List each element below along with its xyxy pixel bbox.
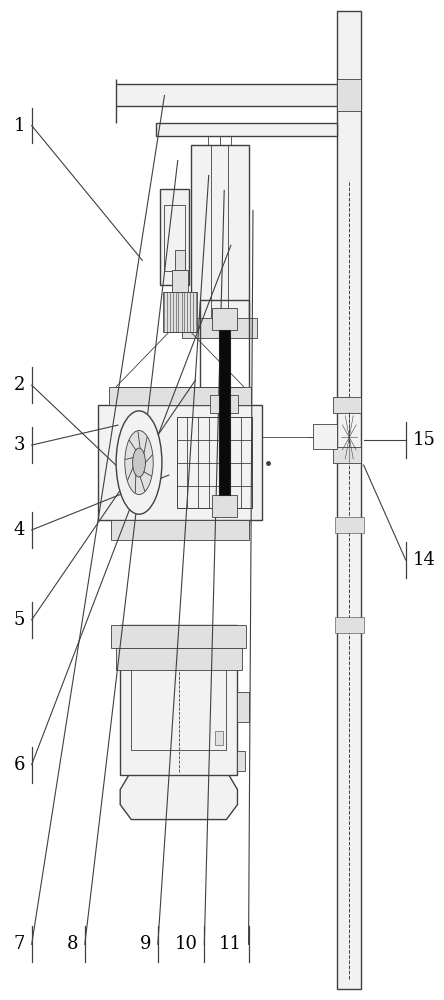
Bar — [333, 447, 361, 463]
Bar — [131, 668, 226, 750]
Bar — [337, 79, 361, 111]
Bar — [111, 520, 249, 540]
Bar — [335, 517, 364, 533]
Bar — [155, 123, 337, 136]
Circle shape — [133, 448, 146, 477]
Bar — [109, 387, 251, 405]
Text: 15: 15 — [412, 431, 435, 449]
Text: 1: 1 — [13, 117, 25, 135]
Bar — [163, 292, 197, 332]
Bar — [313, 424, 337, 449]
Text: 8: 8 — [67, 935, 78, 953]
Bar — [176, 292, 178, 332]
Bar — [182, 318, 258, 338]
Text: 11: 11 — [219, 935, 242, 953]
Bar — [164, 292, 166, 332]
Bar — [337, 11, 361, 989]
Bar — [215, 731, 223, 745]
Bar — [111, 625, 246, 648]
Text: 10: 10 — [174, 935, 198, 953]
Text: 14: 14 — [412, 551, 435, 569]
Bar — [238, 692, 249, 722]
Bar — [182, 292, 184, 332]
Bar — [116, 84, 337, 106]
Bar — [335, 617, 364, 633]
Bar — [174, 250, 185, 270]
Bar — [187, 292, 190, 332]
Text: 2: 2 — [14, 376, 25, 394]
Bar — [238, 751, 246, 771]
Bar — [212, 308, 237, 330]
Bar — [193, 292, 196, 332]
Bar — [219, 330, 230, 495]
Bar — [212, 495, 237, 517]
Bar — [116, 648, 242, 670]
Bar — [172, 270, 188, 292]
Circle shape — [125, 431, 153, 495]
Bar — [163, 205, 185, 271]
Circle shape — [116, 411, 162, 514]
Text: 5: 5 — [14, 611, 25, 629]
Bar — [170, 292, 173, 332]
Text: 4: 4 — [14, 521, 25, 539]
Bar — [98, 405, 262, 520]
Bar — [210, 395, 238, 413]
Bar — [160, 189, 189, 285]
Bar — [191, 145, 249, 320]
Text: 6: 6 — [13, 756, 25, 774]
Bar — [333, 397, 361, 413]
Bar — [120, 625, 238, 775]
Text: 7: 7 — [14, 935, 25, 953]
Bar — [177, 417, 252, 508]
Text: 3: 3 — [13, 436, 25, 454]
Text: 9: 9 — [140, 935, 151, 953]
Polygon shape — [120, 775, 238, 820]
